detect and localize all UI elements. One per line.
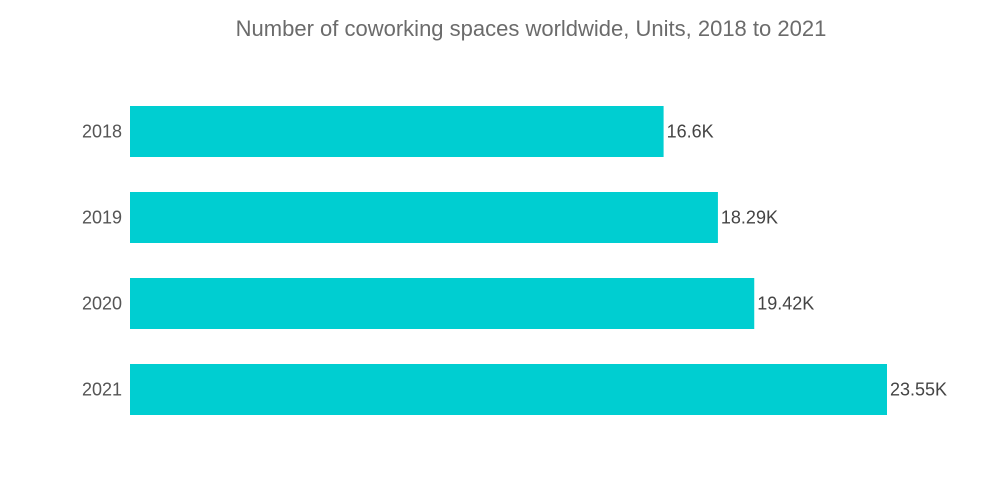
category-label-2019: 2019 [82,208,122,228]
category-label-2018: 2018 [82,122,122,142]
bar-2021 [130,364,887,415]
category-label-2020: 2020 [82,294,122,314]
value-label-2021: 23.55K [890,380,947,400]
bar-2019 [130,192,718,243]
value-label-2018: 16.6K [667,122,714,142]
value-label-2019: 18.29K [721,208,778,228]
category-label-2021: 2021 [82,380,122,400]
value-label-2020: 19.42K [757,294,814,314]
labels-layer: 2018 16.6K 2019 18.29K 2020 19.42K 2021 23.55K [82,122,947,400]
chart-title: Number of coworking spaces worldwide, Un… [235,16,827,41]
bar-2020 [130,278,755,329]
bar-2018 [130,106,664,157]
bars-layer [130,106,887,415]
